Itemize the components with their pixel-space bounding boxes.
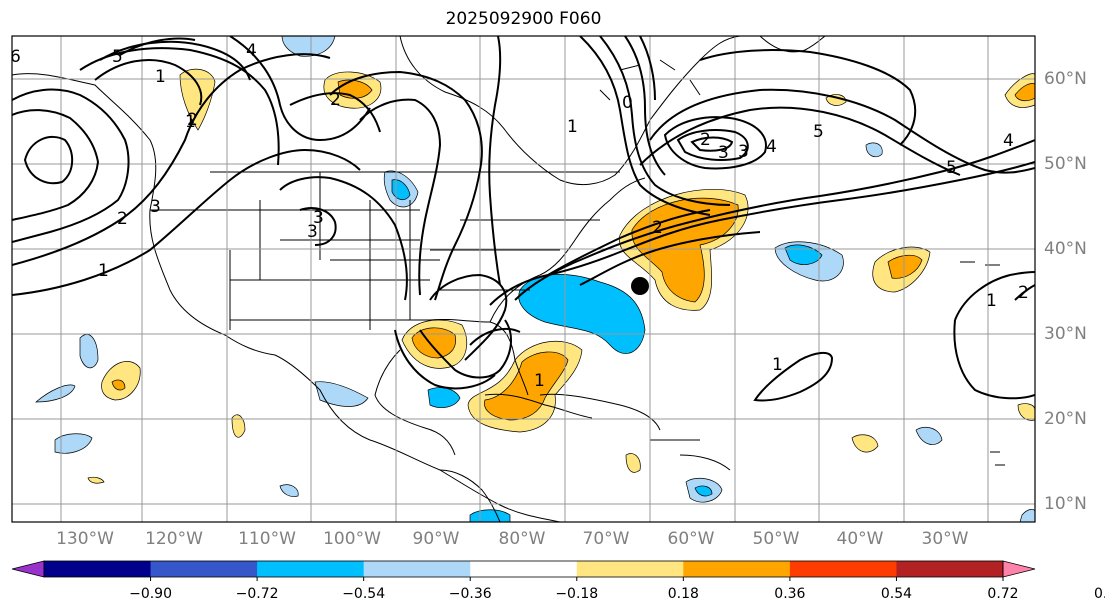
positive-anomaly-core: [1014, 83, 1035, 102]
colorbar-swatch: [257, 561, 365, 577]
contour-label: 1: [98, 261, 109, 281]
lon-label-40w: 40°W: [836, 529, 884, 549]
negative-anomaly-region: [915, 426, 943, 445]
colorbar-tick-label: −0.90: [129, 586, 172, 602]
contour-label: 2: [187, 110, 198, 130]
contour-label: 5: [946, 158, 957, 178]
coastlines: [12, 36, 1005, 522]
lon-label-30w: 30°W: [921, 529, 969, 549]
lat-label-50n: 50°N: [1044, 154, 1087, 174]
contour-label: 2: [330, 90, 341, 110]
lon-label-100w: 100°W: [323, 529, 381, 549]
lon-label-60w: 60°W: [667, 529, 715, 549]
contour-label: 0: [622, 93, 633, 113]
negative-anomaly-region: [1019, 508, 1035, 522]
negative-anomaly-region: [35, 384, 76, 403]
colorbar-swatch: [363, 561, 471, 577]
lat-label-30n: 30°N: [1044, 324, 1087, 344]
contour-label: 3: [718, 143, 729, 163]
lat-label-10n: 10°N: [1044, 494, 1087, 514]
positive-anomaly-region: [231, 414, 246, 438]
negative-anomaly-region: [865, 142, 883, 158]
contour-label: 1: [534, 371, 545, 391]
contour-label: 3: [307, 222, 318, 242]
contour-label: 1: [567, 117, 578, 137]
positive-anomaly-core: [111, 379, 126, 391]
negative-anomaly-region: [427, 387, 461, 408]
contour-label: 6: [10, 47, 21, 67]
colorbar-swatch: [150, 561, 258, 577]
contour-label: 5: [813, 122, 824, 142]
contour-label: 2: [652, 218, 663, 238]
lat-label-40n: 40°N: [1044, 239, 1087, 259]
colorbar-swatch: [683, 561, 791, 577]
lat-label-60n: 60°N: [1044, 69, 1087, 89]
negative-anomaly-region: [54, 433, 93, 454]
lon-label-80w: 80°W: [498, 529, 546, 549]
map-frame: [11, 35, 1036, 523]
colorbar-extend-high: [1002, 560, 1036, 578]
negative-anomaly-region: [518, 274, 646, 354]
lon-label-130w: 130°W: [56, 529, 114, 549]
colorbar-tick-label: −0.54: [342, 586, 386, 602]
lat-label-20n: 20°N: [1044, 409, 1087, 429]
contour-label: 4: [1003, 131, 1014, 151]
map-title: 2025092900 F060: [445, 9, 602, 29]
colorbar-tick-label: 0.36: [774, 586, 806, 602]
contour-label: 3: [313, 208, 324, 228]
colorbar-extend-low: [11, 560, 45, 578]
colorbar: [11, 560, 1036, 581]
lon-label-50w: 50°W: [752, 529, 800, 549]
positive-anomaly-region: [87, 476, 105, 484]
colorbar-tick-label: 0.54: [880, 586, 913, 602]
contour-label: 4: [246, 41, 257, 61]
contours: [12, 36, 1035, 402]
colorbar-tick-label: −0.36: [448, 586, 492, 602]
colorbar-tick-label: 0.18: [667, 586, 699, 602]
negative-anomaly-region: [79, 334, 99, 369]
positive-anomaly-region: [1017, 403, 1035, 421]
gridlines: [12, 36, 1035, 522]
negative-anomaly-region: [314, 381, 369, 407]
contour-label: 1: [772, 355, 783, 375]
colorbar-tick-label: −0.18: [555, 586, 599, 602]
contour-label: 3: [150, 197, 161, 217]
colorbar-swatch: [576, 561, 684, 577]
lon-label-110w: 110°W: [238, 529, 296, 549]
contour-label: 2: [117, 209, 128, 229]
colorbar-swatch: [789, 561, 897, 577]
colorbar-tick-label: −0.72: [235, 586, 279, 602]
positive-anomaly-region: [625, 453, 641, 473]
lon-label-70w: 70°W: [582, 529, 630, 549]
contour-label: 3: [738, 142, 749, 162]
colorbar-swatch: [44, 561, 152, 577]
negative-anomaly-region: [469, 509, 511, 522]
lon-label-120w: 120°W: [145, 529, 203, 549]
storm-center-marker: [631, 277, 649, 295]
contour-labels: 5 4 3 2 1 2 3 3 2 1 1 0 1 2 3 4 5 6 5 4 …: [10, 41, 1029, 391]
contour-label: 1: [155, 67, 166, 87]
positive-anomaly-region: [851, 434, 879, 453]
colorbar-tick-label: 0.72: [987, 586, 1019, 602]
positive-anomaly-core: [887, 254, 923, 279]
contour-label: 2: [1018, 283, 1029, 303]
shaded-anomalies: [35, 36, 1035, 522]
contour-label: 2: [700, 130, 711, 150]
contour-label: 1: [185, 112, 196, 132]
lon-label-90w: 90°W: [412, 529, 460, 549]
negative-anomaly-core: [694, 485, 713, 497]
contour-label: 4: [766, 137, 777, 157]
colorbar-tick-label: 0.90: [1093, 586, 1105, 602]
contour-label: 5: [112, 47, 123, 67]
positive-anomaly-region: [179, 68, 216, 131]
negative-anomaly-core: [784, 244, 823, 265]
colorbar-frame: [43, 560, 1004, 578]
contour-label: 1: [986, 291, 997, 311]
negative-anomaly-region: [281, 36, 336, 57]
colorbar-swatch: [896, 561, 1004, 577]
colorbar-swatch: [470, 561, 578, 577]
negative-anomaly-region: [279, 484, 299, 497]
